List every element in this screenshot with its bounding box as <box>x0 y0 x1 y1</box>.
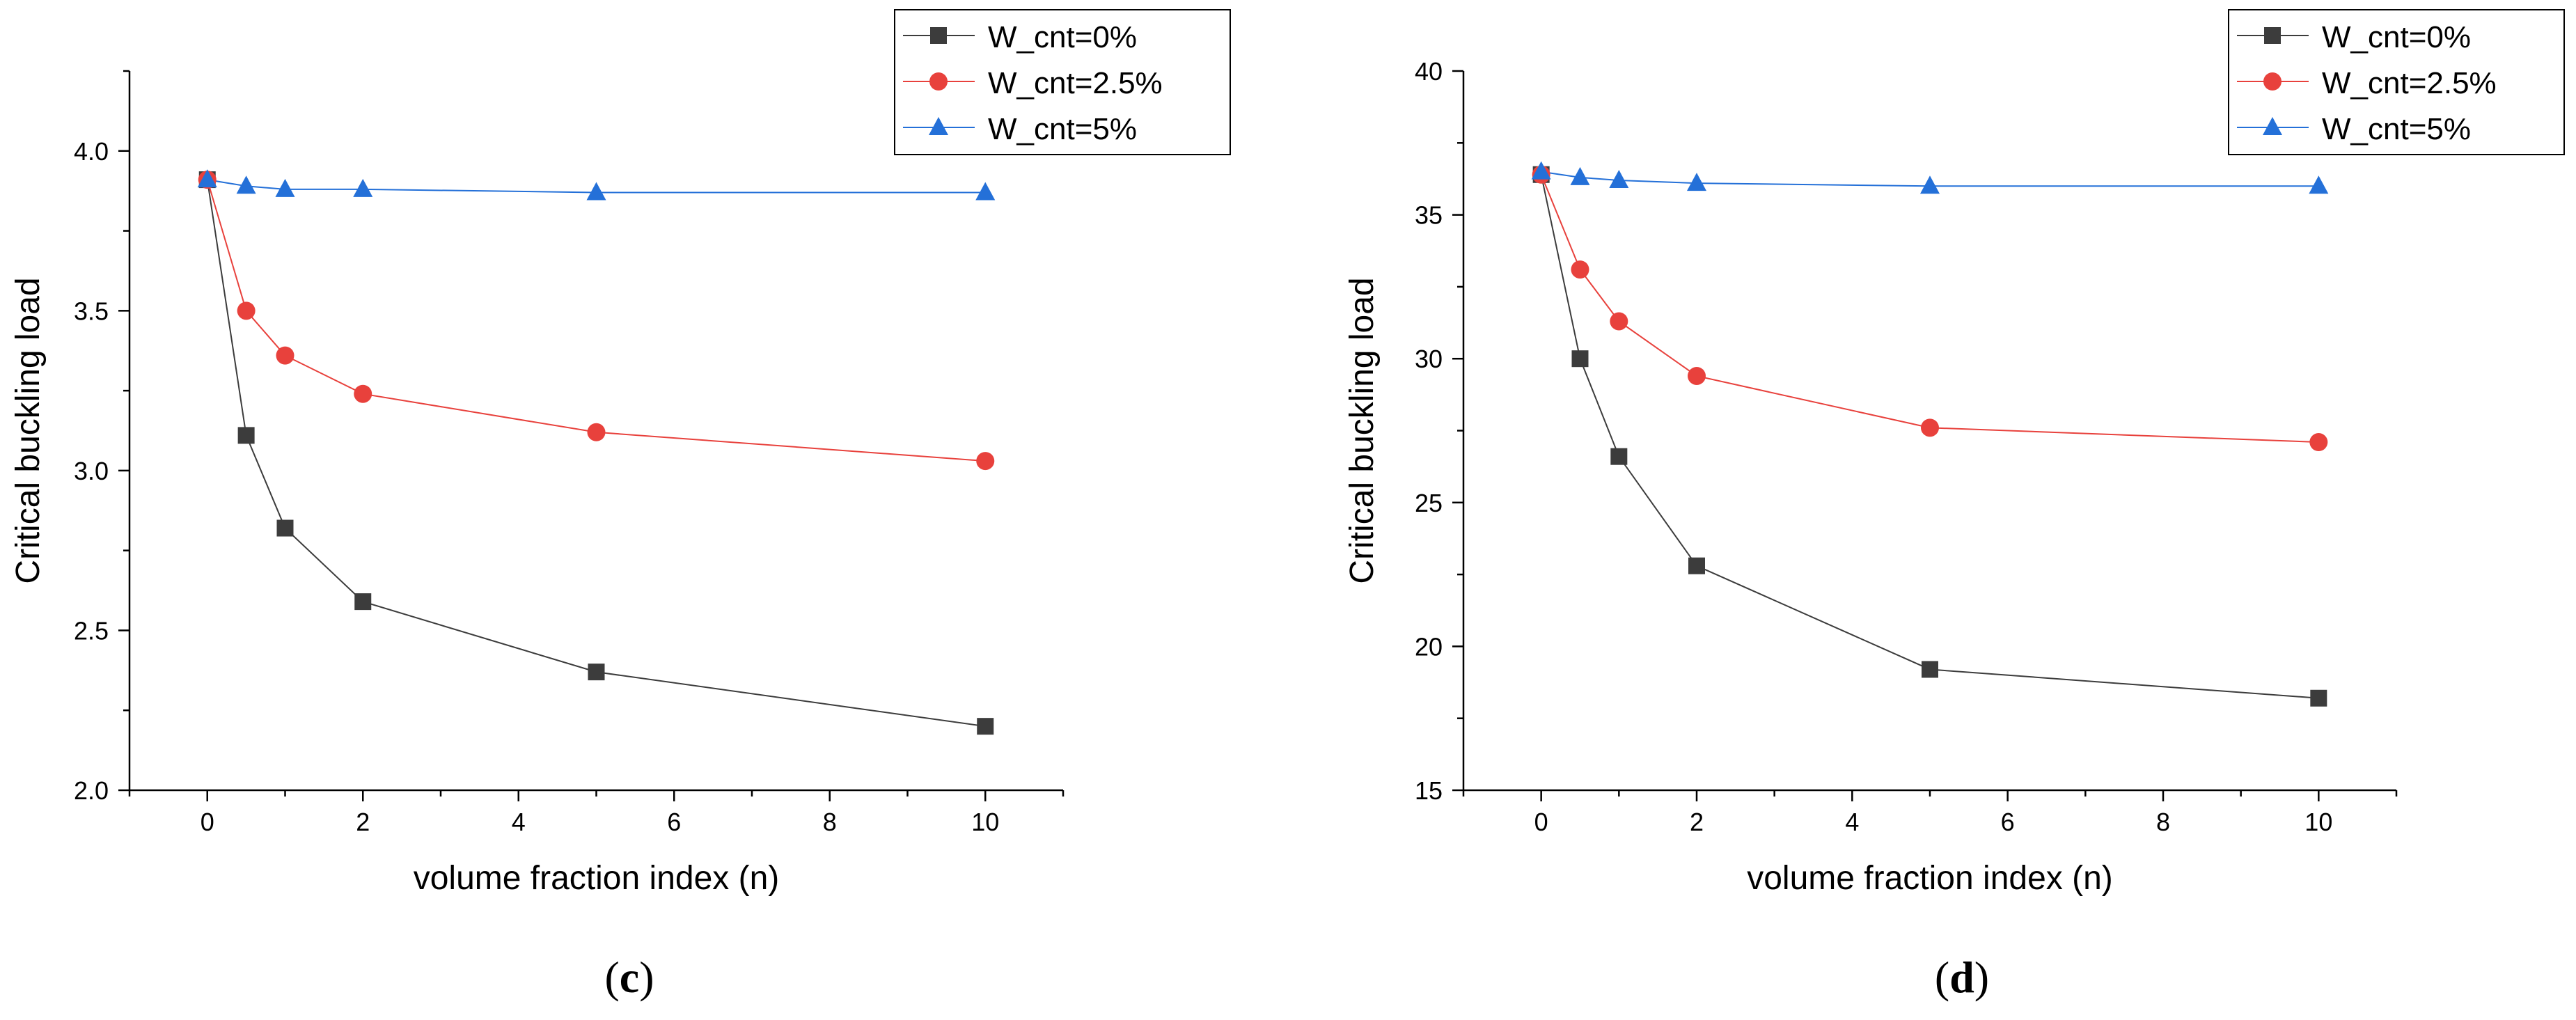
legend-marker <box>2263 117 2282 135</box>
data-point <box>276 346 294 365</box>
y-axis-label: Critical buckling load <box>1344 277 1381 583</box>
series-line-2 <box>207 179 986 194</box>
x-tick-label: 6 <box>2001 808 2015 836</box>
series-line-0 <box>206 179 986 728</box>
data-point <box>975 182 996 201</box>
legend-marker <box>929 72 948 91</box>
data-point <box>1688 366 1706 385</box>
legend-marker <box>929 117 948 135</box>
panel-caption: (c) <box>604 952 654 1002</box>
x-tick-label: 2 <box>356 808 370 836</box>
legend-label: W_cnt=2.5% <box>2322 66 2497 100</box>
x-axis-label: volume fraction index (n) <box>414 860 780 897</box>
data-point <box>586 182 606 201</box>
data-point <box>976 452 995 471</box>
x-tick-label: 2 <box>1690 808 1704 836</box>
legend-marker <box>930 27 947 44</box>
x-tick-label: 6 <box>667 808 681 836</box>
data-point <box>1921 418 1939 437</box>
legend-label: W_cnt=5% <box>988 112 1137 146</box>
y-tick-label: 35 <box>1415 201 1443 230</box>
data-point <box>977 718 994 735</box>
data-point <box>1571 350 1589 368</box>
data-point <box>1570 166 1590 185</box>
data-point <box>236 175 256 194</box>
legend-label: W_cnt=5% <box>2322 112 2471 146</box>
legend-marker <box>2263 72 2282 91</box>
y-tick-label: 2.0 <box>74 776 109 805</box>
data-point <box>1571 260 1589 279</box>
data-point <box>275 178 295 197</box>
y-tick-label: 15 <box>1415 776 1443 805</box>
chart-panel-c: 0 2 4 6 8 10 2.0 2.5 3.0 3.5 4.0 volume fraction in… <box>10 9 1231 1002</box>
series-line-0 <box>1540 174 2319 699</box>
data-point <box>237 301 256 320</box>
data-point <box>354 384 372 403</box>
data-point <box>276 519 294 537</box>
x-axis-label: volume fraction index (n) <box>1747 860 2113 897</box>
data-point <box>588 664 605 681</box>
data-point <box>1531 161 1551 180</box>
data-point <box>2309 433 2328 452</box>
data-point <box>353 178 373 197</box>
series-line-2 <box>1541 171 2319 187</box>
data-point <box>2309 175 2329 194</box>
data-point <box>1610 448 1628 465</box>
y-tick-label: 25 <box>1415 489 1443 517</box>
y-axis-label: Critical buckling load <box>10 277 47 583</box>
data-point <box>354 593 372 611</box>
x-tick-label: 10 <box>2304 808 2332 836</box>
x-tick-label: 8 <box>2156 808 2170 836</box>
y-tick-label: 20 <box>1415 632 1443 661</box>
legend-box <box>894 9 1231 155</box>
legend-label: W_cnt=0% <box>2322 20 2471 54</box>
y-tick-label: 40 <box>1415 57 1443 86</box>
data-point <box>1609 170 1629 189</box>
y-tick-label: 2.5 <box>74 616 109 645</box>
data-point <box>2310 689 2327 707</box>
data-point <box>1920 175 1940 194</box>
data-point <box>197 169 217 188</box>
data-point <box>237 427 255 444</box>
y-tick-label: 4.0 <box>74 137 109 166</box>
x-tick-label: 0 <box>201 808 214 836</box>
chart-panel-d: 0 2 4 6 8 10 15 20 25 30 35 40 volume fraction index… <box>1344 9 2565 1002</box>
data-point <box>1610 312 1628 331</box>
data-point <box>1922 661 1938 678</box>
data-point <box>1688 557 1705 574</box>
y-tick-label: 3.5 <box>74 297 109 325</box>
x-tick-label: 4 <box>512 808 526 836</box>
legend-label: W_cnt=2.5% <box>988 66 1163 100</box>
series-line-1 <box>1540 174 2319 444</box>
panel-caption: (d) <box>1935 952 1989 1002</box>
series-line-1 <box>206 179 986 462</box>
x-tick-label: 8 <box>823 808 837 836</box>
y-tick-label: 30 <box>1415 345 1443 373</box>
x-tick-label: 10 <box>971 808 999 836</box>
x-tick-label: 4 <box>1845 808 1859 836</box>
y-tick-label: 3.0 <box>74 457 109 485</box>
data-point <box>1687 173 1706 191</box>
x-tick-label: 0 <box>1534 808 1548 836</box>
data-point <box>587 423 606 441</box>
legend-label: W_cnt=0% <box>988 20 1137 54</box>
legend-marker <box>2264 27 2281 44</box>
